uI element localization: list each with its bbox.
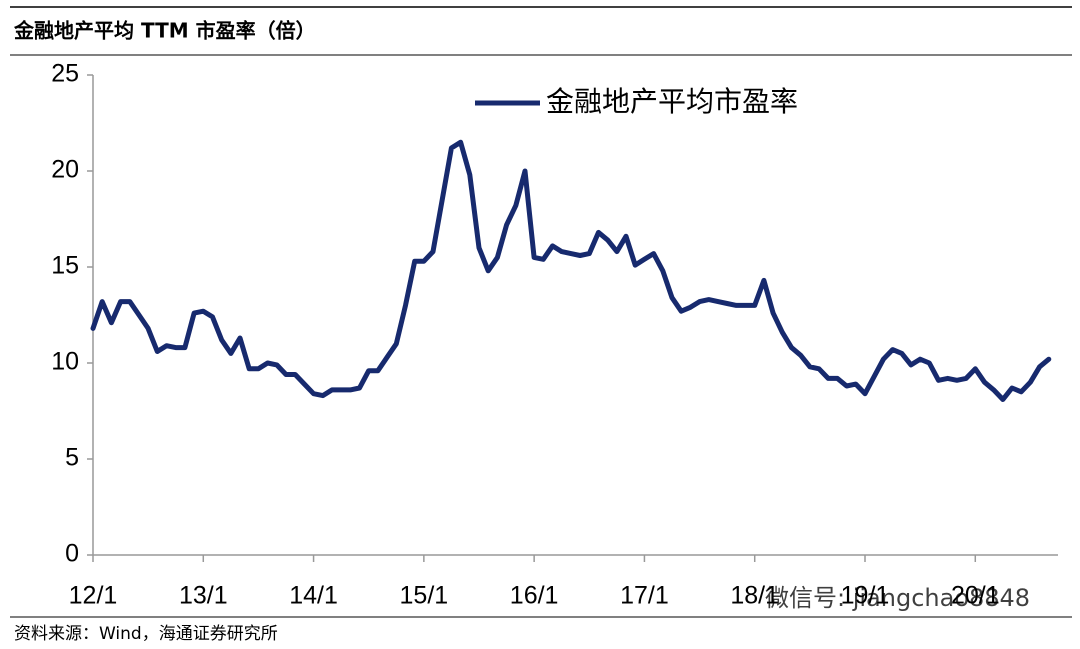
y-tick-label: 25 xyxy=(51,60,79,88)
data-line xyxy=(90,139,1052,402)
x-tick-label: 15/1 xyxy=(400,582,449,610)
x-tick-label: 17/1 xyxy=(620,582,669,610)
y-tick-label: 20 xyxy=(51,156,79,184)
x-tick-label: 16/1 xyxy=(510,582,559,610)
y-tick-label: 15 xyxy=(51,252,79,280)
y-tick-label: 5 xyxy=(65,444,79,472)
x-tick-label: 13/1 xyxy=(179,582,228,610)
legend-label: 金融地产平均市盈率 xyxy=(546,85,798,118)
x-tick-label: 18/1 xyxy=(730,582,779,610)
chart-title: 金融地产平均 TTM 市盈率（倍） xyxy=(13,19,316,43)
x-tick-label: 20/1 xyxy=(951,582,1000,610)
x-tick-label: 12/1 xyxy=(69,582,118,610)
source-note: 资料来源：Wind，海通证券研究所 xyxy=(14,624,278,644)
x-tick-label: 14/1 xyxy=(289,582,338,610)
x-tick-label: 19/1 xyxy=(841,582,890,610)
y-tick-label: 10 xyxy=(51,348,79,376)
y-tick-label: 0 xyxy=(65,540,79,568)
watermark: 微信号: jiangchao8848 xyxy=(765,584,1030,612)
